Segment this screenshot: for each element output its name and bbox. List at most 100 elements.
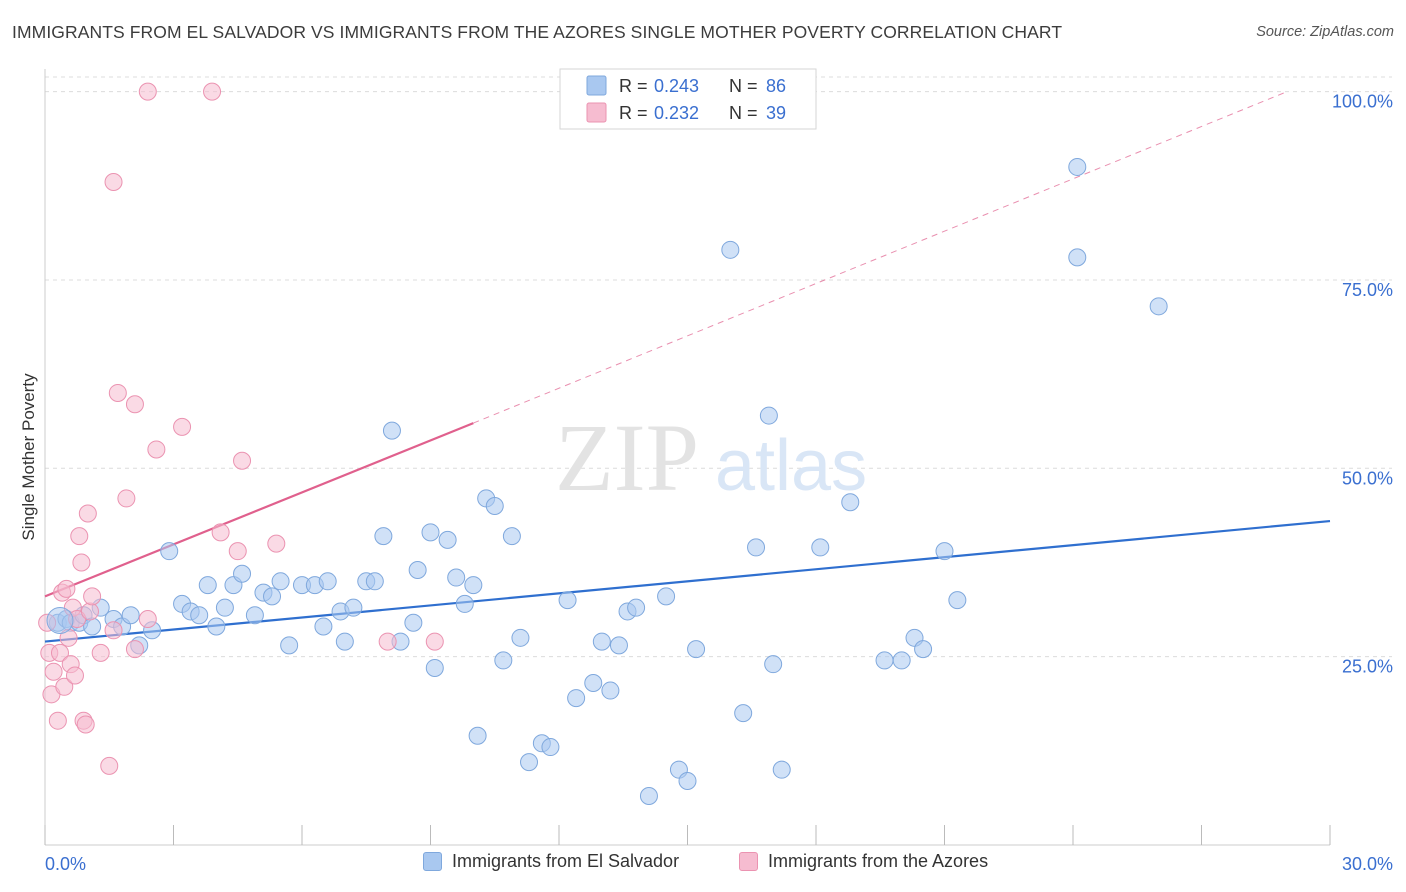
el-salvador-point — [639, 787, 658, 806]
azores-point — [65, 666, 84, 685]
el-salvador-point — [721, 240, 740, 259]
y-axis-label: Single Mother Poverty — [19, 373, 38, 541]
legend-swatch-pink — [586, 102, 607, 123]
azores-point — [91, 643, 110, 662]
azores-point — [72, 553, 91, 572]
el-salvador-point — [344, 598, 363, 617]
el-salvador-point — [520, 753, 539, 772]
legend-n-value: 39 — [766, 103, 786, 123]
el-salvador-point — [198, 576, 217, 595]
x-tick-label: 0.0% — [45, 854, 86, 874]
el-salvador-point — [609, 636, 628, 655]
azores-point — [104, 621, 123, 640]
el-salvador-point — [592, 632, 611, 651]
legend-r-value: 0.232 — [654, 103, 699, 123]
azores-point — [50, 643, 69, 662]
bottom-legend-item-el-salvador: Immigrants from El Salvador — [423, 851, 679, 872]
azores-point — [125, 395, 144, 414]
azores-point — [57, 579, 76, 598]
el-salvador-point — [914, 640, 933, 659]
azores-point — [80, 602, 99, 621]
el-salvador-point — [408, 561, 427, 580]
watermark: ZIP atlas — [555, 404, 867, 511]
legend-n-label: N = — [729, 76, 758, 96]
azores-point — [55, 677, 74, 696]
el-salvador-point — [601, 681, 620, 700]
azores-point — [125, 640, 144, 659]
data-points — [38, 82, 1168, 806]
y-tick-label: 50.0% — [1342, 468, 1393, 488]
bottom-legend-swatch-pink — [739, 852, 758, 871]
legend-swatch-blue — [586, 75, 607, 96]
el-salvador-point — [374, 527, 393, 546]
el-salvador-point — [425, 658, 444, 677]
el-salvador-point — [46, 606, 74, 634]
el-salvador-point — [121, 606, 140, 625]
el-salvador-point — [759, 406, 778, 425]
azores-point — [378, 632, 397, 651]
azores-trend-extension — [473, 91, 1288, 424]
azores-trend-line — [44, 422, 474, 598]
azores-point — [108, 383, 127, 402]
el-salvador-point — [511, 628, 530, 647]
el-salvador-point — [215, 598, 234, 617]
azores-point — [211, 523, 230, 542]
legend-r-value: 0.243 — [654, 76, 699, 96]
legend-n-label: N = — [729, 103, 758, 123]
el-salvador-point — [318, 572, 337, 591]
el-salvador-point — [335, 632, 354, 651]
el-salvador-point — [160, 542, 179, 561]
el-salvador-point — [438, 530, 457, 549]
bottom-legend-swatch-blue — [423, 852, 442, 871]
el-salvador-point — [502, 527, 521, 546]
el-salvador-point — [841, 493, 860, 512]
azores-point — [100, 756, 119, 775]
azores-point — [147, 440, 166, 459]
el-salvador-point — [734, 704, 753, 723]
bottom-legend: Immigrants from El Salvador Immigrants f… — [0, 851, 1406, 877]
watermark-zip: ZIP — [555, 404, 699, 511]
azores-point — [138, 82, 157, 101]
el-salvador-point — [263, 587, 282, 606]
x-tick-label: 30.0% — [1342, 854, 1393, 874]
chart-title: IMMIGRANTS FROM EL SALVADOR VS IMMIGRANT… — [12, 22, 1063, 42]
el-salvador-point — [421, 523, 440, 542]
el-salvador-point — [948, 591, 967, 610]
el-salvador-point — [83, 617, 102, 636]
el-salvador-point — [190, 606, 209, 625]
el-salvador-point — [541, 738, 560, 757]
el-salvador-point — [365, 572, 384, 591]
azores-point — [138, 609, 157, 628]
el-salvador-point — [772, 760, 791, 779]
el-salvador-point — [245, 606, 264, 625]
el-salvador-point — [271, 572, 290, 591]
el-salvador-point — [464, 576, 483, 595]
el-salvador-point — [280, 636, 299, 655]
azores-point — [44, 662, 63, 681]
axes — [44, 69, 1331, 846]
el-salvador-point — [314, 617, 333, 636]
azores-point — [78, 504, 97, 523]
azores-point — [48, 711, 67, 730]
azores-point — [233, 451, 252, 470]
el-salvador-point — [892, 651, 911, 670]
el-salvador-point — [567, 689, 586, 708]
el-salvador-point — [447, 568, 466, 587]
el-salvador-point — [875, 651, 894, 670]
azores-point — [76, 715, 95, 734]
el-salvador-point — [584, 674, 603, 693]
el-salvador-point — [455, 594, 474, 613]
el-salvador-point — [382, 421, 401, 440]
el-salvador-point — [764, 655, 783, 674]
el-salvador-point — [207, 617, 226, 636]
el-salvador-point — [747, 538, 766, 557]
el-salvador-point — [404, 613, 423, 632]
azores-point — [425, 632, 444, 651]
legend-n-value: 86 — [766, 76, 786, 96]
bottom-legend-label: Immigrants from El Salvador — [452, 851, 680, 871]
watermark-atlas: atlas — [715, 426, 867, 506]
y-tick-label: 100.0% — [1332, 92, 1393, 112]
source-label: Source: ZipAtlas.com — [1256, 24, 1394, 40]
axis-labels: 25.0% 50.0% 75.0% 100.0% 0.0% 30.0% Single Mot… — [19, 92, 1393, 874]
